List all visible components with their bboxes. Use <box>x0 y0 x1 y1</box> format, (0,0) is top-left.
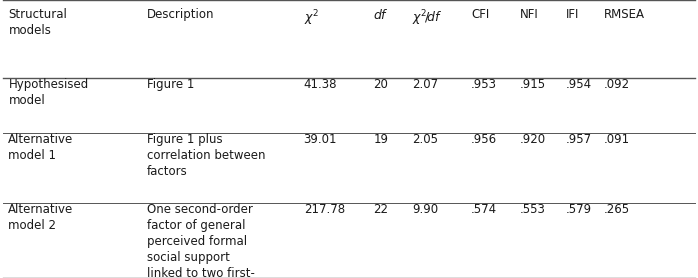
Text: NFI: NFI <box>520 8 539 21</box>
Text: .954: .954 <box>565 78 591 91</box>
Text: 19: 19 <box>373 133 388 147</box>
Text: Figure 1 plus
correlation between
factors: Figure 1 plus correlation between factor… <box>147 133 265 178</box>
Text: 41.38: 41.38 <box>304 78 337 91</box>
Text: $df$: $df$ <box>373 8 389 22</box>
Text: Description: Description <box>147 8 214 21</box>
Text: RMSEA: RMSEA <box>604 8 645 21</box>
Text: .579: .579 <box>565 203 591 216</box>
Text: .265: .265 <box>604 203 630 216</box>
Text: Alternative
model 2: Alternative model 2 <box>8 203 73 232</box>
Text: 2.05: 2.05 <box>412 133 438 147</box>
Text: One second-order
factor of general
perceived formal
social support
linked to two: One second-order factor of general perce… <box>147 203 255 278</box>
Text: 217.78: 217.78 <box>304 203 345 216</box>
Text: Figure 1: Figure 1 <box>147 78 194 91</box>
Text: $\chi^2\!/\!df$: $\chi^2\!/\!df$ <box>412 8 443 28</box>
Text: .574: .574 <box>471 203 497 216</box>
Text: $\chi^2$: $\chi^2$ <box>304 8 319 28</box>
Text: .953: .953 <box>471 78 497 91</box>
Text: Alternative
model 1: Alternative model 1 <box>8 133 73 162</box>
Text: Structural
models: Structural models <box>8 8 67 37</box>
Text: .553: .553 <box>520 203 546 216</box>
Text: 9.90: 9.90 <box>412 203 438 216</box>
Text: .915: .915 <box>520 78 546 91</box>
Text: CFI: CFI <box>471 8 489 21</box>
Text: .091: .091 <box>604 133 630 147</box>
Text: 2.07: 2.07 <box>412 78 438 91</box>
Text: 22: 22 <box>373 203 388 216</box>
Text: .956: .956 <box>471 133 497 147</box>
Text: 39.01: 39.01 <box>304 133 337 147</box>
Text: .957: .957 <box>565 133 591 147</box>
Text: 20: 20 <box>373 78 388 91</box>
Text: IFI: IFI <box>565 8 579 21</box>
Text: Hypothesised
model: Hypothesised model <box>8 78 89 107</box>
Text: .092: .092 <box>604 78 630 91</box>
Text: .920: .920 <box>520 133 546 147</box>
